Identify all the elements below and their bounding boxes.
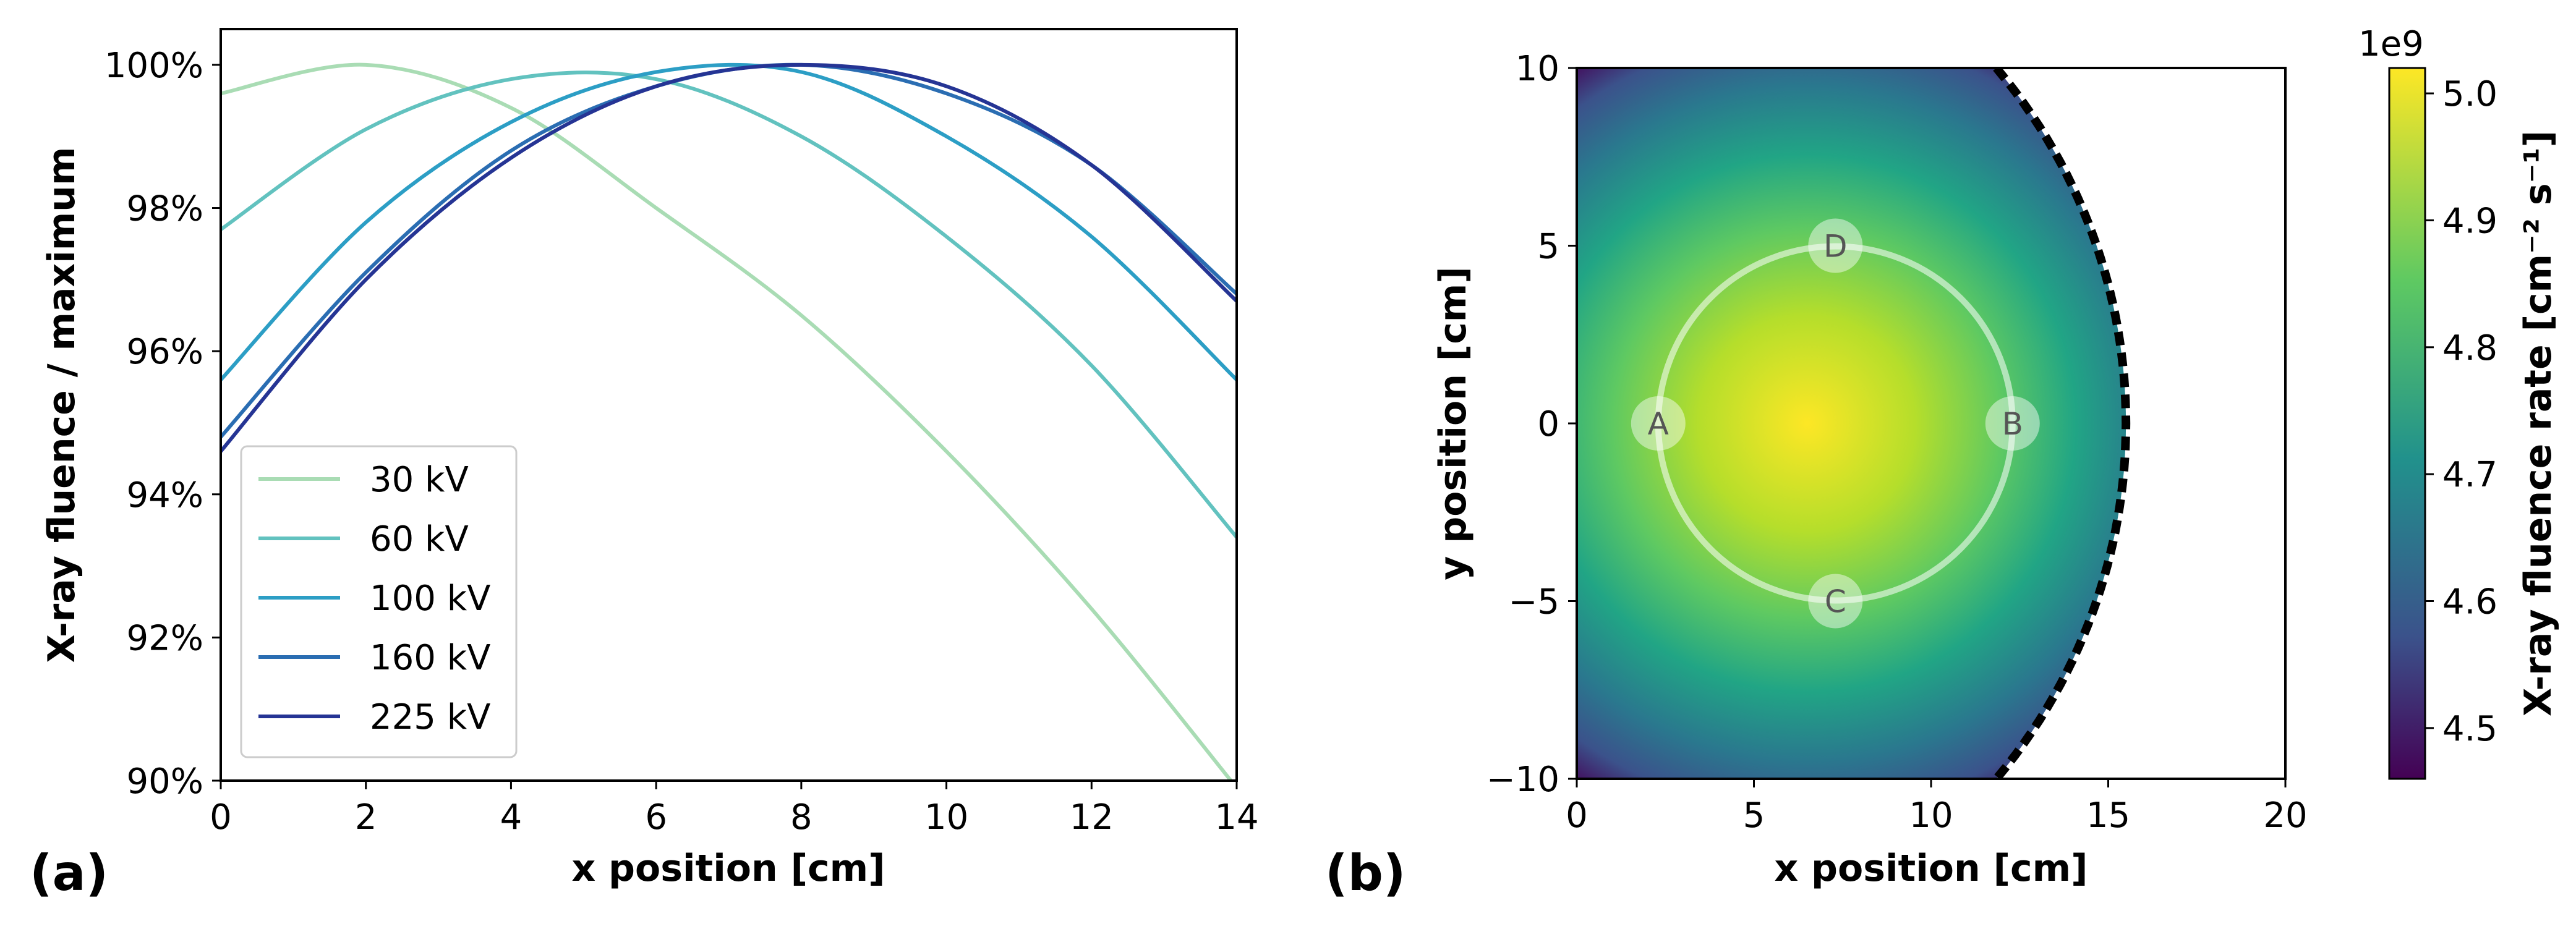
legend-label: 30 kV	[370, 460, 469, 500]
x-tick-label: 20	[2263, 795, 2307, 836]
legend-label: 60 kV	[370, 519, 469, 559]
colorbar-multiplier: 1e9	[2358, 24, 2424, 64]
x-tick-label: 2	[355, 797, 377, 838]
point-marker-d	[1808, 218, 1863, 273]
legend-label: 100 kV	[370, 579, 490, 619]
x-tick-label: 0	[1566, 795, 1588, 836]
point-marker-b	[1985, 396, 2040, 451]
x-tick-label: 10	[1909, 795, 1953, 836]
y-tick-label: 90%	[127, 761, 203, 802]
x-tick-label: 8	[790, 797, 812, 838]
y-tick-label: −5	[1508, 582, 1559, 622]
series-line	[221, 62, 1237, 439]
legend-label: 225 kV	[370, 697, 490, 737]
colorbar-tick-label: 4.8	[2442, 328, 2497, 368]
x-tick-label: 15	[2086, 795, 2130, 836]
x-tick-label: 10	[924, 797, 968, 838]
series-line	[221, 62, 1234, 781]
panel-a-x-axis-label: x position [cm]	[571, 847, 885, 890]
point-label-a: A	[1648, 406, 1669, 442]
colorbar-tick-label: 4.6	[2442, 582, 2497, 622]
y-tick-label: 96%	[127, 332, 203, 372]
panel-b-x-axis-label: x position [cm]	[1774, 847, 2088, 890]
y-tick-label: 98%	[127, 189, 203, 229]
x-tick-label: 5	[1743, 795, 1765, 836]
fluence-field	[1577, 68, 2126, 779]
panel-a-y-axis-label: X-ray fluence / maximum	[40, 146, 83, 663]
colorbar-tick-label: 4.9	[2442, 201, 2497, 241]
point-label-c: C	[1825, 584, 1846, 620]
panel-b-label: (b)	[1325, 844, 1405, 902]
y-tick-label: 92%	[127, 618, 203, 658]
panel-a-label: (a)	[30, 844, 108, 902]
point-label-d: D	[1823, 229, 1848, 265]
colorbar-tick-label: 5.0	[2442, 74, 2497, 114]
y-tick-label: 10	[1516, 49, 1559, 89]
point-marker-c	[1808, 574, 1863, 629]
point-marker-a	[1631, 396, 1686, 451]
x-tick-label: 0	[210, 797, 232, 838]
series-line	[221, 70, 1237, 539]
field-boundary-dashed	[1993, 68, 2131, 779]
x-tick-label: 14	[1214, 797, 1258, 838]
y-tick-label: −10	[1486, 760, 1559, 800]
measurement-circle	[1655, 243, 2016, 604]
colorbar-gradient	[2388, 67, 2426, 780]
legend-label: 160 kV	[370, 638, 490, 678]
y-tick-label: 94%	[127, 475, 203, 515]
y-tick-label: 100%	[104, 46, 203, 86]
colorbar-tick-label: 4.7	[2442, 455, 2497, 495]
panel-a-axes-frame	[220, 28, 1238, 782]
series-line	[221, 62, 1237, 453]
colorbar-label: X-ray fluence rate [cm⁻² s⁻¹]	[2517, 130, 2560, 716]
point-label-b: B	[2002, 406, 2023, 442]
panel-a-line-chart: 0 2 4 6 8 10 12 14 90% 92% 94% 96% 98% 100% x positi…	[30, 28, 1259, 902]
y-tick-label: 0	[1537, 404, 1559, 444]
panel-b-y-axis-label: y position [cm]	[1431, 266, 1475, 580]
series-line	[221, 62, 1237, 381]
x-tick-label: 6	[645, 797, 667, 838]
colorbar-tick-label: 4.5	[2442, 709, 2497, 749]
x-tick-label: 12	[1070, 797, 1114, 838]
panel-a-legend: 30 kV 60 kV 100 kV 160 kV 225 kV	[240, 445, 518, 758]
y-tick-label: 5	[1537, 227, 1559, 267]
x-tick-label: 4	[500, 797, 522, 838]
legend-frame	[240, 445, 518, 758]
colorbar: 1e9 4.5 4.6 4.7 4.8 4.9 5.0 X-ray fluence rat…	[2358, 24, 2560, 780]
